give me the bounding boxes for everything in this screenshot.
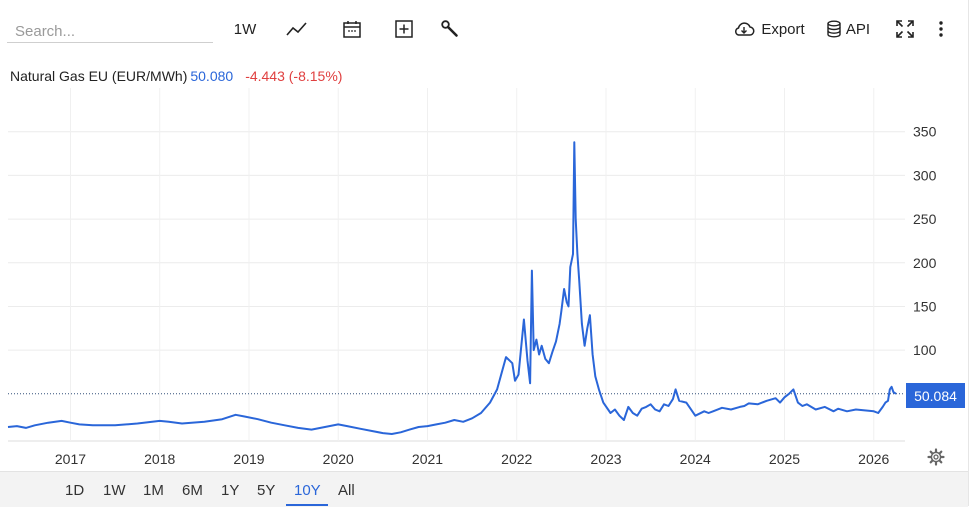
- chart-legend: Natural Gas EU (EUR/MWh) 50.080 -4.443 (-8…: [10, 68, 342, 84]
- range-10y[interactable]: 10Y: [294, 482, 321, 499]
- current-price-tag: 50.084: [906, 383, 965, 408]
- x-tick-label: 2025: [769, 451, 800, 467]
- search-input[interactable]: [7, 20, 213, 43]
- y-axis: 100 150 200 250 300 350: [913, 124, 937, 358]
- cloud-download-icon: [733, 20, 755, 38]
- price-change: -4.443 (-8.15%): [245, 68, 343, 84]
- api-label: API: [845, 20, 871, 38]
- fullscreen-button[interactable]: [893, 16, 917, 42]
- x-tick-label: 2021: [412, 451, 443, 467]
- active-range-indicator: [286, 504, 328, 506]
- y-tick-label: 250: [913, 211, 937, 227]
- x-tick-label: 2020: [323, 451, 354, 467]
- grid: [8, 88, 905, 442]
- database-icon: [826, 20, 842, 38]
- calendar-icon: [342, 19, 362, 39]
- x-tick-label: 2024: [680, 451, 711, 467]
- last-value: 50.080: [190, 68, 234, 84]
- series-name: Natural Gas EU (EUR/MWh): [10, 68, 188, 84]
- range-5y[interactable]: 5Y: [257, 482, 276, 499]
- y-tick-label: 150: [913, 298, 937, 314]
- range-6m[interactable]: 6M: [182, 482, 203, 499]
- gear-icon: [927, 448, 945, 470]
- y-tick-label: 350: [913, 124, 937, 140]
- add-box-icon: [394, 19, 414, 39]
- export-button[interactable]: Export: [732, 16, 806, 42]
- x-tick-label: 2026: [858, 451, 889, 467]
- more-vert-icon: [938, 20, 944, 38]
- export-label: Export: [761, 20, 805, 38]
- chart-type-button[interactable]: [284, 16, 310, 42]
- y-tick-label: 200: [913, 255, 937, 271]
- date-range-button[interactable]: [340, 16, 364, 42]
- x-tick-label: 2022: [501, 451, 532, 467]
- range-1d[interactable]: 1D: [65, 482, 85, 499]
- range-1y[interactable]: 1Y: [221, 482, 240, 499]
- wrench-icon: [440, 19, 460, 39]
- tools-button[interactable]: [438, 16, 462, 42]
- x-tick-label: 2019: [233, 451, 264, 467]
- series-path: [7, 141, 897, 435]
- range-1w[interactable]: 1W: [103, 482, 126, 499]
- series-line: [7, 141, 897, 435]
- toolbar: 1W Export: [0, 8, 968, 48]
- x-tick-label: 2018: [144, 451, 175, 467]
- y-tick-label: 100: [913, 342, 937, 358]
- x-tick-label: 2017: [55, 451, 86, 467]
- range-selector: 1D 1W 1M 6M 1Y 5Y 10Y All: [0, 471, 968, 507]
- x-tick-label: 2023: [590, 451, 621, 467]
- add-indicator-button[interactable]: [392, 16, 416, 42]
- chart-settings-button[interactable]: [927, 448, 945, 471]
- y-tick-label: 300: [913, 167, 937, 183]
- api-button[interactable]: API: [824, 16, 872, 42]
- interval-button[interactable]: 1W: [232, 16, 258, 42]
- line-chart-icon: [286, 21, 308, 37]
- fullscreen-icon: [895, 19, 915, 39]
- interval-label: 1W: [233, 20, 257, 38]
- x-axis: 2017 2018 2019 2020 2021 2022 2023 2024 2025 2026: [55, 451, 890, 467]
- range-all[interactable]: All: [338, 482, 355, 499]
- range-1m[interactable]: 1M: [143, 482, 164, 499]
- more-options-button[interactable]: [932, 16, 950, 42]
